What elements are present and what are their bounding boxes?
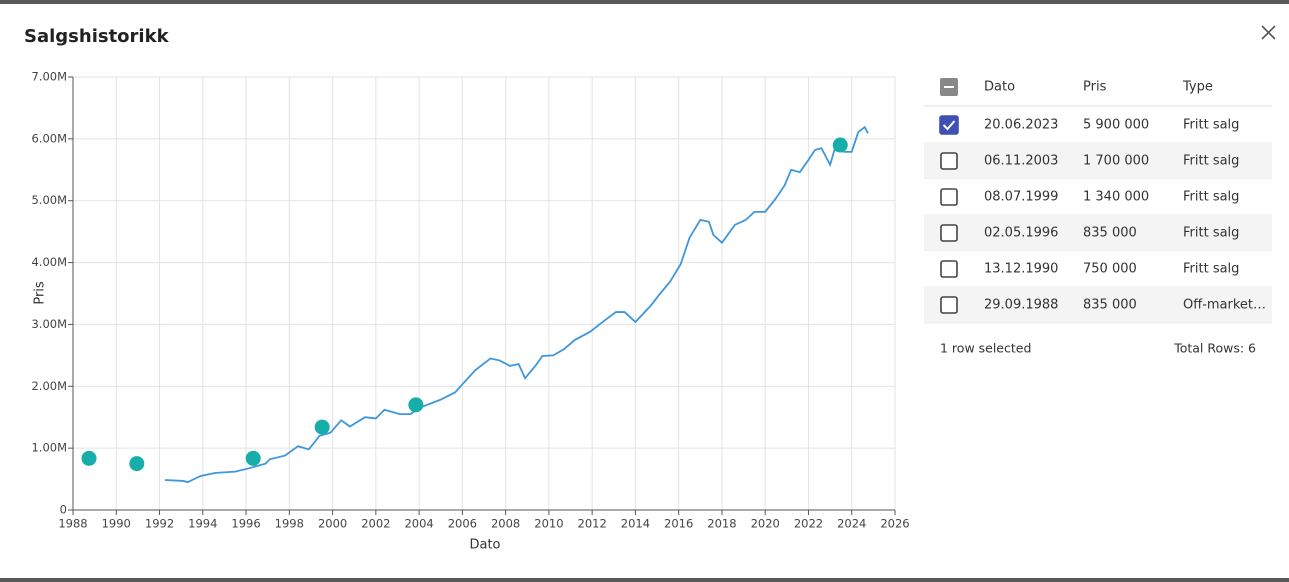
y-axis-label: Pris [33, 281, 48, 305]
check-mark [942, 120, 956, 131]
cell: 835 000 [1083, 298, 1137, 313]
x-tick-label: 2008 [491, 517, 520, 531]
cell: Fritt salg [1183, 118, 1239, 133]
x-axis-label: Dato [469, 538, 500, 553]
y-tick-label: 6.00M [31, 131, 67, 145]
cell: 02.05.1996 [984, 226, 1058, 241]
cell: 750 000 [1083, 262, 1137, 277]
cell: 13.12.1990 [984, 262, 1058, 277]
table-row[interactable] [924, 179, 1272, 215]
cell: 20.06.2023 [984, 118, 1058, 133]
y-tick-label: 5.00M [31, 193, 67, 207]
table-row[interactable] [924, 143, 1272, 179]
row-checkbox[interactable] [940, 188, 958, 206]
x-tick-label: 1994 [188, 517, 217, 531]
row-checkbox[interactable] [940, 152, 958, 170]
y-tick-label: 1.00M [31, 441, 67, 455]
close-button[interactable] [1261, 25, 1276, 40]
column-header: Type [1182, 80, 1213, 95]
x-tick-label: 1992 [145, 517, 174, 531]
x-tick-label: 2024 [837, 517, 866, 531]
cell: 1 340 000 [1083, 190, 1149, 205]
x-tick-label: 2018 [707, 517, 736, 531]
cell: 835 000 [1083, 226, 1137, 241]
row-checkbox[interactable] [939, 115, 959, 135]
sale-point [81, 450, 97, 466]
cell: Off-market… [1183, 298, 1266, 313]
y-tick-label: 4.00M [31, 255, 67, 269]
cell: 29.09.1988 [984, 298, 1058, 313]
total-rows: Total Rows: 6 [1173, 341, 1256, 356]
cell: Fritt salg [1183, 190, 1239, 205]
x-tick-label: 1996 [231, 517, 260, 531]
chart: 1988 1990 1992 1994 1996 1998 2000 2002 2004 2006… [31, 70, 909, 531]
x-tick-label: 1990 [102, 517, 131, 531]
sale-point [245, 450, 261, 466]
cell: Fritt salg [1183, 226, 1239, 241]
x-tick-label: 2020 [751, 517, 780, 531]
table-row[interactable] [924, 251, 1272, 287]
x-tick-label: 2026 [880, 517, 909, 531]
table-row[interactable] [924, 107, 1272, 143]
column-header: Pris [1083, 80, 1107, 95]
x-tick-label: 2010 [534, 517, 563, 531]
cell: 1 700 000 [1083, 154, 1149, 169]
y-tick-label: 3.00M [31, 317, 67, 331]
bottom-edge [0, 578, 1289, 582]
y-tick-label: 2.00M [31, 379, 67, 393]
sale-point [408, 397, 424, 413]
cell: 08.07.1999 [984, 190, 1058, 205]
column-header: Dato [984, 80, 1015, 95]
x-tick-label: 1998 [275, 517, 304, 531]
x-tick-label: 2014 [621, 517, 650, 531]
sale-point [314, 419, 330, 435]
sale-point [832, 137, 848, 153]
x-tick-label: 2002 [361, 517, 390, 531]
x-tick-label: 1988 [58, 517, 87, 531]
top-edge [0, 0, 1289, 4]
y-tick-label: 7.00M [31, 70, 67, 84]
x-tick-label: 2022 [794, 517, 823, 531]
row-checkbox[interactable] [940, 296, 958, 314]
cell: 06.11.2003 [984, 154, 1058, 169]
x-tick-label: 2012 [578, 517, 607, 531]
price-line [164, 125, 869, 484]
x-tick-label: 2000 [318, 517, 347, 531]
y-tick-label: 0 [60, 503, 67, 517]
x-tick-label: 2004 [404, 517, 433, 531]
x-tick-label: 2006 [448, 517, 477, 531]
table-row[interactable] [924, 215, 1272, 251]
cell: Fritt salg [1183, 262, 1239, 277]
row-checkbox[interactable] [940, 224, 958, 242]
sales-table: Dato Pris Type 20.06.2023 5 900 000 Fritt sal… [924, 78, 1272, 324]
sale-point [129, 456, 145, 472]
modal-title: Salgshistorikk [24, 26, 170, 47]
table-row[interactable] [924, 287, 1272, 323]
row-checkbox[interactable] [940, 260, 958, 278]
selection-count: 1 row selected [940, 341, 1031, 356]
cell: 5 900 000 [1083, 118, 1149, 133]
cell: Fritt salg [1183, 154, 1239, 169]
x-tick-label: 2016 [664, 517, 693, 531]
